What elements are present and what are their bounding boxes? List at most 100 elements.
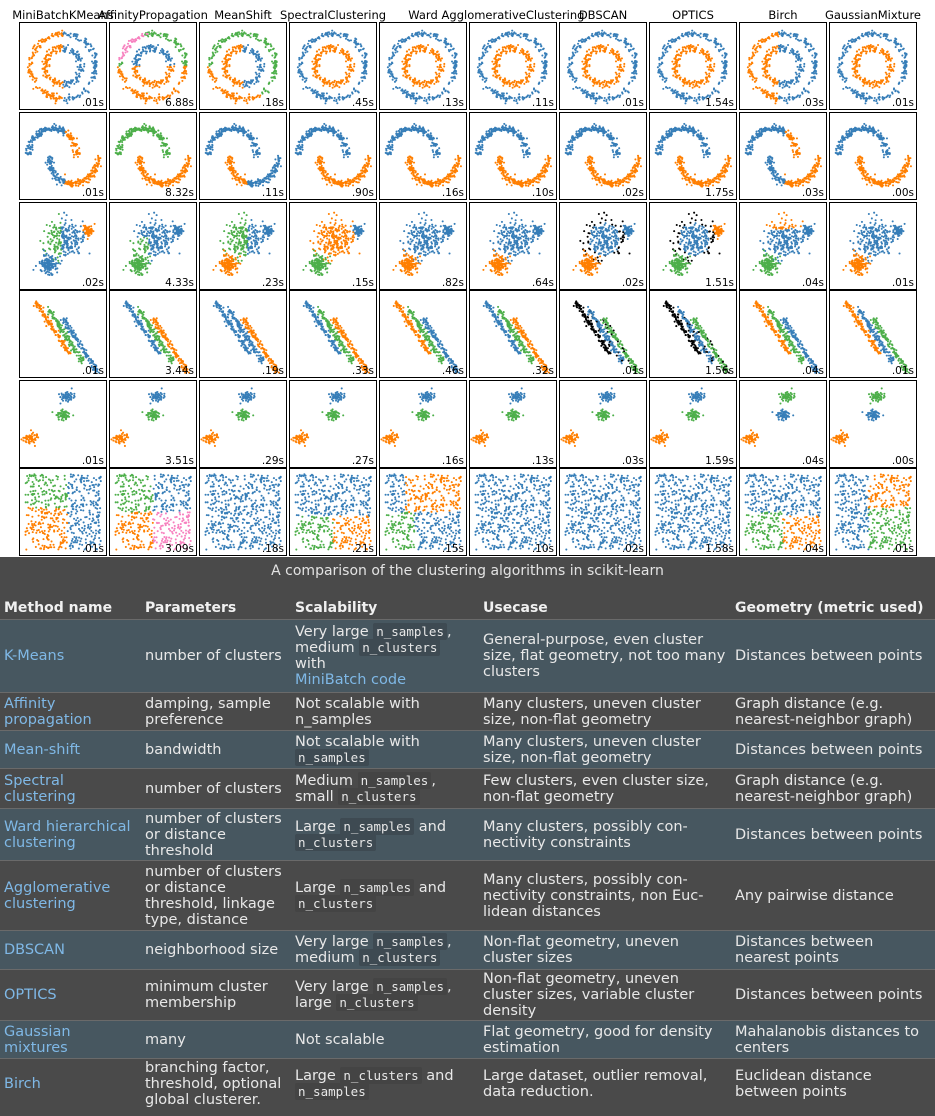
scatter-point <box>269 48 272 51</box>
scatter-point <box>354 90 357 93</box>
scatter-point <box>164 37 167 40</box>
scatter-point <box>665 79 668 82</box>
scatter-point <box>528 72 531 75</box>
scatter-point <box>421 81 424 84</box>
scatter-point <box>332 83 335 86</box>
scatter-point <box>865 82 869 85</box>
scatter-point <box>542 76 545 79</box>
scatter-point <box>423 47 426 50</box>
scatter-point <box>77 68 80 71</box>
scatter-point <box>667 39 670 42</box>
scatter-point <box>524 37 527 40</box>
scatter-point <box>126 50 129 53</box>
scatter-point <box>576 87 579 90</box>
scatter-point <box>705 73 708 76</box>
scatter-point <box>428 95 431 98</box>
scatter-point <box>422 83 425 86</box>
scatter-plot: .01s <box>19 22 107 110</box>
scatter-point <box>94 158 97 161</box>
scatter-point <box>409 95 412 98</box>
scatter-point <box>781 81 784 84</box>
scatter-point <box>630 45 633 48</box>
scatter-point <box>388 62 391 65</box>
scatter-point <box>171 92 174 95</box>
scatter-point <box>226 90 229 93</box>
scatter-point <box>630 60 634 63</box>
scatter-point <box>603 47 606 50</box>
scatter-point <box>598 97 601 100</box>
scatter-point <box>685 92 688 95</box>
scatter-point <box>581 92 585 95</box>
scatter-point <box>122 87 125 90</box>
scatter-point <box>435 56 438 59</box>
scatter-point <box>406 37 409 40</box>
scatter-point <box>669 39 672 42</box>
scatter-point <box>166 79 169 82</box>
scatter-point <box>316 70 319 74</box>
scatter-point <box>882 35 885 38</box>
scatter-point <box>75 51 79 54</box>
scatter-point <box>317 93 320 96</box>
scatter-point <box>79 39 83 42</box>
scatter-point <box>324 47 327 50</box>
scatter-point <box>145 82 149 85</box>
scatter-point <box>522 33 525 36</box>
scatter-point <box>311 67 314 70</box>
scatter-point <box>575 47 578 50</box>
scatter-point <box>591 46 594 49</box>
scatter-point <box>479 70 482 73</box>
scatter-point <box>324 50 327 53</box>
scatter-point <box>519 32 522 35</box>
scatter-point <box>677 93 680 96</box>
scatter-point <box>612 49 615 52</box>
scatter-point <box>435 51 439 54</box>
scatter-point <box>48 128 51 132</box>
scatter-point <box>339 49 342 52</box>
scatter-point <box>39 44 42 48</box>
scatter-point <box>789 36 792 39</box>
scatter-point <box>505 92 508 95</box>
scatter-point <box>245 82 248 85</box>
scatter-point <box>339 36 342 39</box>
scatter-point <box>751 73 754 76</box>
scatter-point <box>487 39 490 42</box>
scatter-point <box>410 51 413 54</box>
scatter-point <box>62 32 65 35</box>
scatter-point <box>629 48 632 51</box>
scatter-point <box>708 74 711 77</box>
scatter-point <box>431 96 434 99</box>
scatter-point <box>794 37 797 40</box>
scatter-point <box>791 80 794 83</box>
scatter-point <box>497 93 500 96</box>
scatter-point <box>508 79 511 82</box>
scatter-point <box>797 68 800 71</box>
scatter-point <box>131 89 134 92</box>
scatter-point <box>405 95 408 98</box>
scatter-point <box>353 41 356 44</box>
scatter-point <box>210 61 213 64</box>
scatter-point <box>58 32 61 36</box>
scatter-point <box>173 62 176 65</box>
scatter-point <box>58 85 61 88</box>
scatter-point <box>872 32 875 35</box>
scatter-point <box>48 58 52 61</box>
scatter-point <box>609 32 612 35</box>
scatter-point <box>719 48 722 51</box>
scatter-point <box>301 55 304 58</box>
scatter-point <box>593 77 596 80</box>
scatter-point <box>436 79 439 82</box>
scatter-point <box>256 79 259 82</box>
scatter-point <box>40 131 43 134</box>
scatter-point <box>80 57 83 60</box>
scatter-point <box>695 80 698 83</box>
scatter-point <box>504 50 507 53</box>
scatter-point <box>234 50 237 53</box>
scatter-point <box>698 95 701 98</box>
scatter-point <box>257 59 260 62</box>
scatter-point <box>811 79 814 82</box>
scatter-point <box>324 97 327 100</box>
scatter-point <box>264 39 267 42</box>
scatter-point <box>769 97 772 100</box>
scatter-point <box>598 50 601 53</box>
scatter-point <box>138 63 141 67</box>
